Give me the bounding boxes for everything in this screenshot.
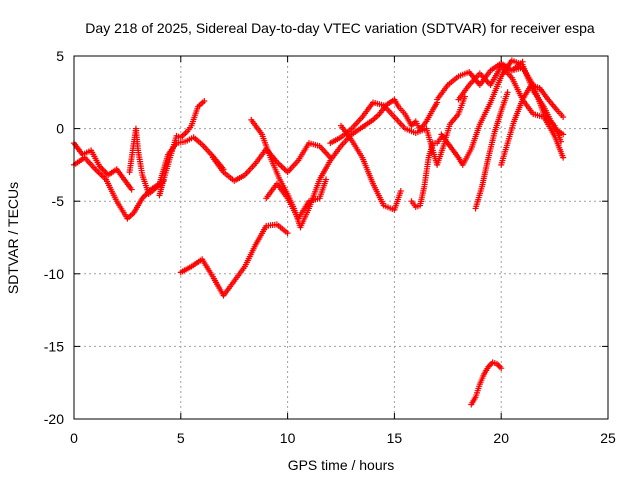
data-points <box>71 57 567 408</box>
data-point <box>284 230 291 237</box>
x-tick-label: 0 <box>70 430 78 446</box>
data-point <box>142 192 149 199</box>
series-track-b <box>71 140 135 193</box>
series-track-k <box>408 134 445 211</box>
series-track-c <box>126 125 167 197</box>
chart-title: Day 218 of 2025, Sidereal Day-to-day VTE… <box>85 20 595 36</box>
series-track-q <box>508 64 565 145</box>
grid-lines <box>74 56 608 419</box>
series-track-h <box>263 176 330 222</box>
series-track-f <box>209 140 334 184</box>
y-tick-label: 0 <box>56 121 64 137</box>
x-axis-tick-labels: 0 5 10 15 20 25 <box>70 430 616 446</box>
series-track-r <box>468 359 505 408</box>
y-tick-label: -10 <box>44 266 64 282</box>
series-track-d <box>156 98 208 199</box>
data-point <box>560 154 567 161</box>
data-point <box>128 186 135 193</box>
series-track-a <box>71 134 227 222</box>
x-tick-label: 5 <box>177 430 185 446</box>
data-point <box>201 98 208 105</box>
y-axis-label: SDTVAR / TECUs <box>5 182 21 294</box>
y-tick-label: -5 <box>52 193 65 209</box>
series-track-o <box>472 89 511 212</box>
x-tick-label: 20 <box>493 430 509 446</box>
x-tick-label: 15 <box>387 430 403 446</box>
y-tick-label: -15 <box>44 338 64 354</box>
x-tick-label: 10 <box>280 430 296 446</box>
data-point <box>496 363 503 370</box>
y-tick-label: 5 <box>56 48 64 64</box>
data-point <box>504 89 511 96</box>
series-track-j <box>338 122 404 213</box>
y-tick-label: -20 <box>44 411 64 427</box>
data-point <box>560 113 567 120</box>
plot-frame <box>73 55 609 420</box>
x-axis-label: GPS time / hours <box>288 457 395 473</box>
series-track-p <box>498 82 567 168</box>
x-tick-label: 25 <box>600 430 616 446</box>
data-point <box>397 188 404 195</box>
series-track-e <box>177 221 291 299</box>
data-point <box>560 131 567 138</box>
y-axis-tick-labels: 5 0 -5 -10 -15 -20 <box>44 48 64 427</box>
data-point <box>323 176 330 183</box>
axis-ticks <box>73 55 609 420</box>
data-point <box>498 365 505 372</box>
data-point <box>488 360 495 367</box>
data-point <box>558 138 565 145</box>
